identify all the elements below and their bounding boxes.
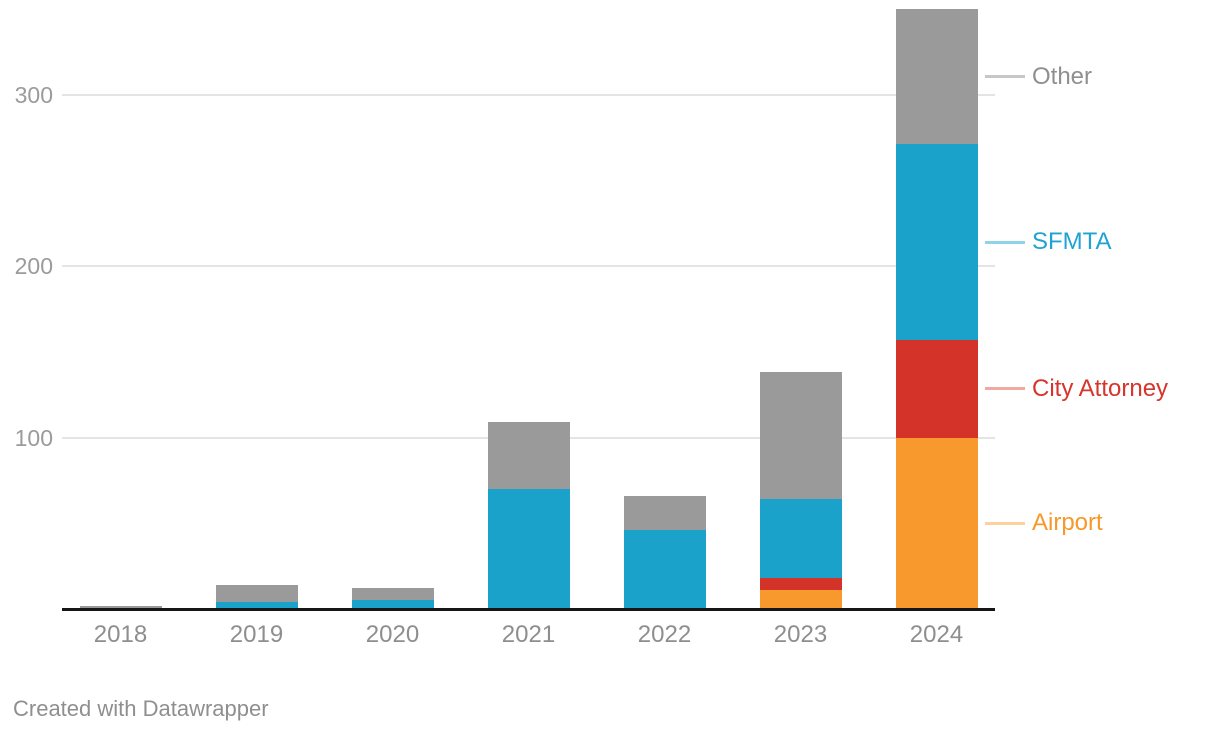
legend-label-city-attorney: City Attorney xyxy=(1032,374,1169,402)
bar-segment-2022-sfmta[interactable] xyxy=(623,530,706,609)
legend-label-airport: Airport xyxy=(1032,509,1103,537)
bar-segment-2021-other[interactable] xyxy=(487,422,570,489)
bar-segment-2023-sfmta[interactable] xyxy=(759,499,842,579)
bar-segment-2018-other[interactable] xyxy=(79,605,162,609)
bar-segment-2024-city-attorney[interactable] xyxy=(895,339,978,438)
legend-label-sfmta: SFMTA xyxy=(1032,228,1112,256)
legend-line-city-attorney xyxy=(985,387,1025,391)
x-tick-label-2021: 2021 xyxy=(501,621,556,648)
bar-segment-2023-city-attorney[interactable] xyxy=(759,578,842,591)
bar-segment-2023-airport[interactable] xyxy=(759,590,842,609)
bar-segment-2019-sfmta[interactable] xyxy=(215,602,298,609)
bar-segment-2021-sfmta[interactable] xyxy=(487,489,570,609)
x-tick-label-2019: 2019 xyxy=(229,621,284,648)
y-tick-label-200: 200 xyxy=(14,253,53,280)
bar-segment-2020-other[interactable] xyxy=(351,588,434,601)
gridline-200 xyxy=(62,265,995,268)
attribution-text: Created with Datawrapper xyxy=(13,696,269,721)
x-tick-label-2020: 2020 xyxy=(365,621,420,648)
bar-segment-2024-airport[interactable] xyxy=(895,437,978,609)
legend-line-sfmta xyxy=(985,240,1025,244)
y-tick-label-100: 100 xyxy=(14,424,53,451)
bar-segment-2024-sfmta[interactable] xyxy=(895,144,978,340)
legend-line-airport xyxy=(985,521,1025,525)
x-tick-label-2022: 2022 xyxy=(637,621,692,648)
bar-segment-2019-other[interactable] xyxy=(215,585,298,603)
legend-label-other: Other xyxy=(1032,62,1093,90)
y-tick-label-300: 300 xyxy=(14,81,53,108)
x-tick-label-2023: 2023 xyxy=(773,621,828,648)
x-tick-label-2024: 2024 xyxy=(909,621,964,648)
x-axis-line xyxy=(62,608,995,611)
gridline-300 xyxy=(62,93,995,96)
x-tick-label-2018: 2018 xyxy=(93,621,148,648)
bar-segment-2022-other[interactable] xyxy=(623,495,706,531)
bar-segment-2020-sfmta[interactable] xyxy=(351,600,434,609)
bar-segment-2023-other[interactable] xyxy=(759,372,842,500)
legend-line-other xyxy=(985,75,1025,79)
bar-segment-2024-other[interactable] xyxy=(895,9,978,145)
attribution: Created with Datawrapper xyxy=(13,696,269,722)
